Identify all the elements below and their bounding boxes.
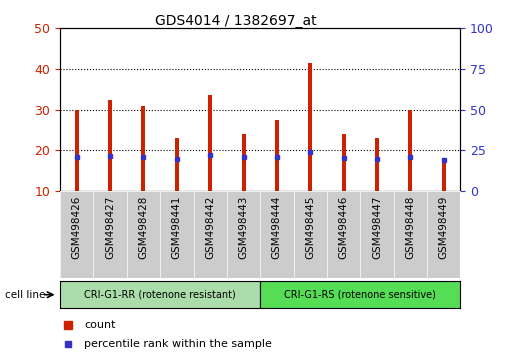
Text: GSM498445: GSM498445: [305, 195, 315, 259]
Text: GSM498426: GSM498426: [72, 195, 82, 259]
Text: GSM498442: GSM498442: [205, 195, 215, 259]
Text: cell line: cell line: [5, 290, 46, 300]
Text: GSM498449: GSM498449: [439, 195, 449, 259]
Bar: [208, 96, 212, 191]
Bar: [441, 162, 446, 191]
Text: GSM498441: GSM498441: [172, 195, 182, 259]
Bar: [375, 138, 379, 191]
Text: count: count: [84, 320, 116, 330]
Text: GSM498444: GSM498444: [272, 195, 282, 259]
Text: CRI-G1-RR (rotenone resistant): CRI-G1-RR (rotenone resistant): [84, 290, 236, 300]
Bar: [275, 120, 279, 191]
Bar: [408, 110, 412, 191]
Bar: [108, 99, 112, 191]
Text: GDS4014 / 1382697_at: GDS4014 / 1382697_at: [154, 14, 316, 28]
Text: GSM498447: GSM498447: [372, 195, 382, 259]
Text: GSM498443: GSM498443: [238, 195, 248, 259]
Text: GSM498428: GSM498428: [139, 195, 149, 259]
Bar: [308, 63, 312, 191]
Text: GSM498448: GSM498448: [405, 195, 415, 259]
Text: CRI-G1-RS (rotenone sensitive): CRI-G1-RS (rotenone sensitive): [285, 290, 436, 300]
Bar: [242, 134, 245, 191]
Text: percentile rank within the sample: percentile rank within the sample: [84, 339, 272, 349]
Bar: [75, 110, 79, 191]
Text: GSM498427: GSM498427: [105, 195, 115, 259]
Bar: [142, 105, 145, 191]
Bar: [175, 138, 179, 191]
Text: GSM498446: GSM498446: [338, 195, 348, 259]
Bar: [342, 134, 346, 191]
